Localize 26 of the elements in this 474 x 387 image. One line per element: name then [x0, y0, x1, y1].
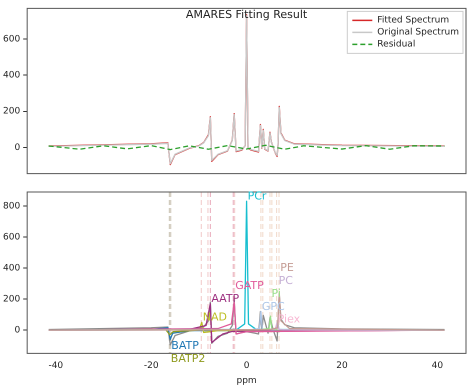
x-tick-label: 40	[432, 361, 444, 372]
y-tick-label: 0	[14, 142, 20, 153]
series-label: PCr	[248, 190, 267, 203]
x-tick-label: 0	[244, 361, 250, 372]
x-tick-label: 20	[336, 361, 348, 372]
y-tick-label: 0	[14, 325, 20, 336]
text: PC	[278, 274, 294, 287]
series-label: BATP	[171, 338, 200, 352]
series-label: Pi	[271, 286, 281, 300]
y-tick-label: 800	[2, 201, 20, 212]
y-tick-label: 200	[2, 294, 20, 304]
y-tick-label: 400	[2, 70, 20, 81]
x-tick-label: -40	[48, 361, 64, 372]
series-label: PE	[280, 260, 294, 274]
y-tick-label: 400	[2, 263, 20, 274]
x-tick-label: -20	[144, 361, 159, 372]
x-axis-title: ppm	[236, 376, 257, 386]
legend-label: Original Spectrum	[377, 28, 460, 38]
y-tick-label: 600	[2, 232, 20, 242]
y-tick-label: 600	[2, 34, 20, 44]
series-label: BATP2	[170, 352, 206, 365]
chart-title: AMARES Fitting Result	[186, 8, 308, 21]
y-tick-label: 200	[2, 106, 20, 117]
legend-label: Residual	[377, 40, 416, 50]
legend-label: Fitted Spectrum	[377, 16, 450, 26]
series-label: AATP	[211, 292, 240, 306]
